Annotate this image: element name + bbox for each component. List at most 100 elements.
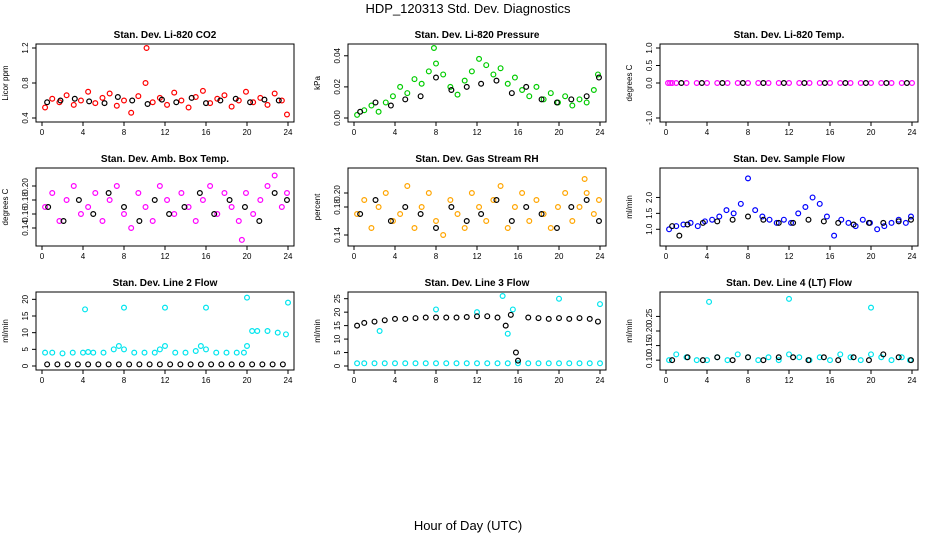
data-point xyxy=(387,102,394,109)
data-point xyxy=(228,103,235,110)
x-tick-label: 20 xyxy=(555,376,564,385)
data-point xyxy=(178,97,185,104)
y-tick-label: 1.5 xyxy=(645,207,654,219)
data-point xyxy=(586,315,593,322)
data-point xyxy=(402,96,409,103)
data-point xyxy=(411,225,418,232)
data-point xyxy=(566,315,573,322)
data-point xyxy=(221,190,228,197)
panel-title: Stan. Dev. Sample Flow xyxy=(733,154,845,165)
data-point xyxy=(504,225,511,232)
x-tick-label: 0 xyxy=(40,252,45,261)
data-point xyxy=(687,219,694,226)
data-point xyxy=(538,96,545,103)
data-point xyxy=(594,318,601,325)
data-point xyxy=(271,90,278,97)
x-tick-label: 4 xyxy=(393,376,398,385)
data-point xyxy=(497,183,504,190)
data-point xyxy=(135,190,142,197)
data-point xyxy=(693,79,700,86)
data-point xyxy=(684,221,691,228)
data-point xyxy=(144,100,151,107)
data-point xyxy=(835,219,842,226)
data-point xyxy=(271,172,278,179)
x-tick-label: 24 xyxy=(908,252,917,261)
data-point xyxy=(837,79,844,86)
data-point xyxy=(238,361,245,368)
data-point xyxy=(218,361,225,368)
data-point xyxy=(167,361,174,368)
x-tick-label: 16 xyxy=(826,252,835,261)
data-point xyxy=(483,218,490,225)
data-point xyxy=(120,304,127,311)
data-point xyxy=(77,97,84,104)
data-point xyxy=(888,357,895,364)
data-point xyxy=(411,76,418,83)
data-point xyxy=(902,219,909,226)
y-tick-label: 0.00 xyxy=(333,110,342,126)
data-point xyxy=(698,79,705,86)
y-axis-label: degrees C xyxy=(625,64,634,101)
y-tick-label: 0.20 xyxy=(333,185,342,201)
data-point xyxy=(149,218,156,225)
data-point xyxy=(422,314,429,321)
y-axis-label: degrees C xyxy=(1,188,10,225)
data-point xyxy=(454,91,461,98)
y-tick-label: 0.16 xyxy=(21,206,30,222)
data-point xyxy=(673,223,680,230)
x-tick-label: 8 xyxy=(434,128,439,137)
data-point xyxy=(156,361,163,368)
data-point xyxy=(371,318,378,325)
data-point xyxy=(678,79,685,86)
data-point xyxy=(474,309,481,316)
data-point xyxy=(182,349,189,356)
data-point xyxy=(744,213,751,220)
data-point xyxy=(404,183,411,190)
data-point xyxy=(247,99,254,106)
plot-frame xyxy=(347,43,607,123)
data-point xyxy=(129,97,136,104)
data-point xyxy=(110,346,117,353)
data-point xyxy=(724,79,731,86)
data-point xyxy=(847,354,854,361)
data-point xyxy=(463,218,470,225)
y-tick-label: 0 xyxy=(333,363,342,368)
x-tick-label: 20 xyxy=(555,252,564,261)
data-point xyxy=(545,315,552,322)
data-point xyxy=(433,306,440,313)
data-point xyxy=(171,89,178,96)
data-point xyxy=(512,349,519,356)
data-point xyxy=(816,200,823,207)
y-axis-label: ml/min xyxy=(625,195,634,219)
data-point xyxy=(526,218,533,225)
data-point xyxy=(826,79,833,86)
x-tick-label: 12 xyxy=(161,128,170,137)
data-point xyxy=(684,354,691,361)
data-point xyxy=(476,204,483,211)
data-point xyxy=(484,313,491,320)
data-point xyxy=(113,102,120,109)
data-point xyxy=(801,79,808,86)
data-point xyxy=(850,221,857,228)
x-tick-label: 8 xyxy=(434,376,439,385)
data-point xyxy=(448,204,455,211)
data-point xyxy=(765,79,772,86)
data-point xyxy=(240,349,247,356)
data-point xyxy=(354,211,361,218)
data-point xyxy=(223,349,230,356)
data-point xyxy=(106,90,113,97)
data-point xyxy=(514,360,521,367)
data-point xyxy=(425,68,432,75)
x-tick-label: 0 xyxy=(664,128,669,137)
data-point xyxy=(816,79,823,86)
panel-title: Stan. Dev. Line 2 Flow xyxy=(113,278,218,289)
x-tick-label: 8 xyxy=(122,128,127,137)
data-point xyxy=(535,360,542,367)
data-point xyxy=(880,219,887,226)
data-point xyxy=(57,97,64,104)
data-point xyxy=(569,102,576,109)
data-point xyxy=(274,329,281,336)
data-point xyxy=(765,354,772,361)
data-point xyxy=(547,225,554,232)
data-point xyxy=(228,204,235,211)
